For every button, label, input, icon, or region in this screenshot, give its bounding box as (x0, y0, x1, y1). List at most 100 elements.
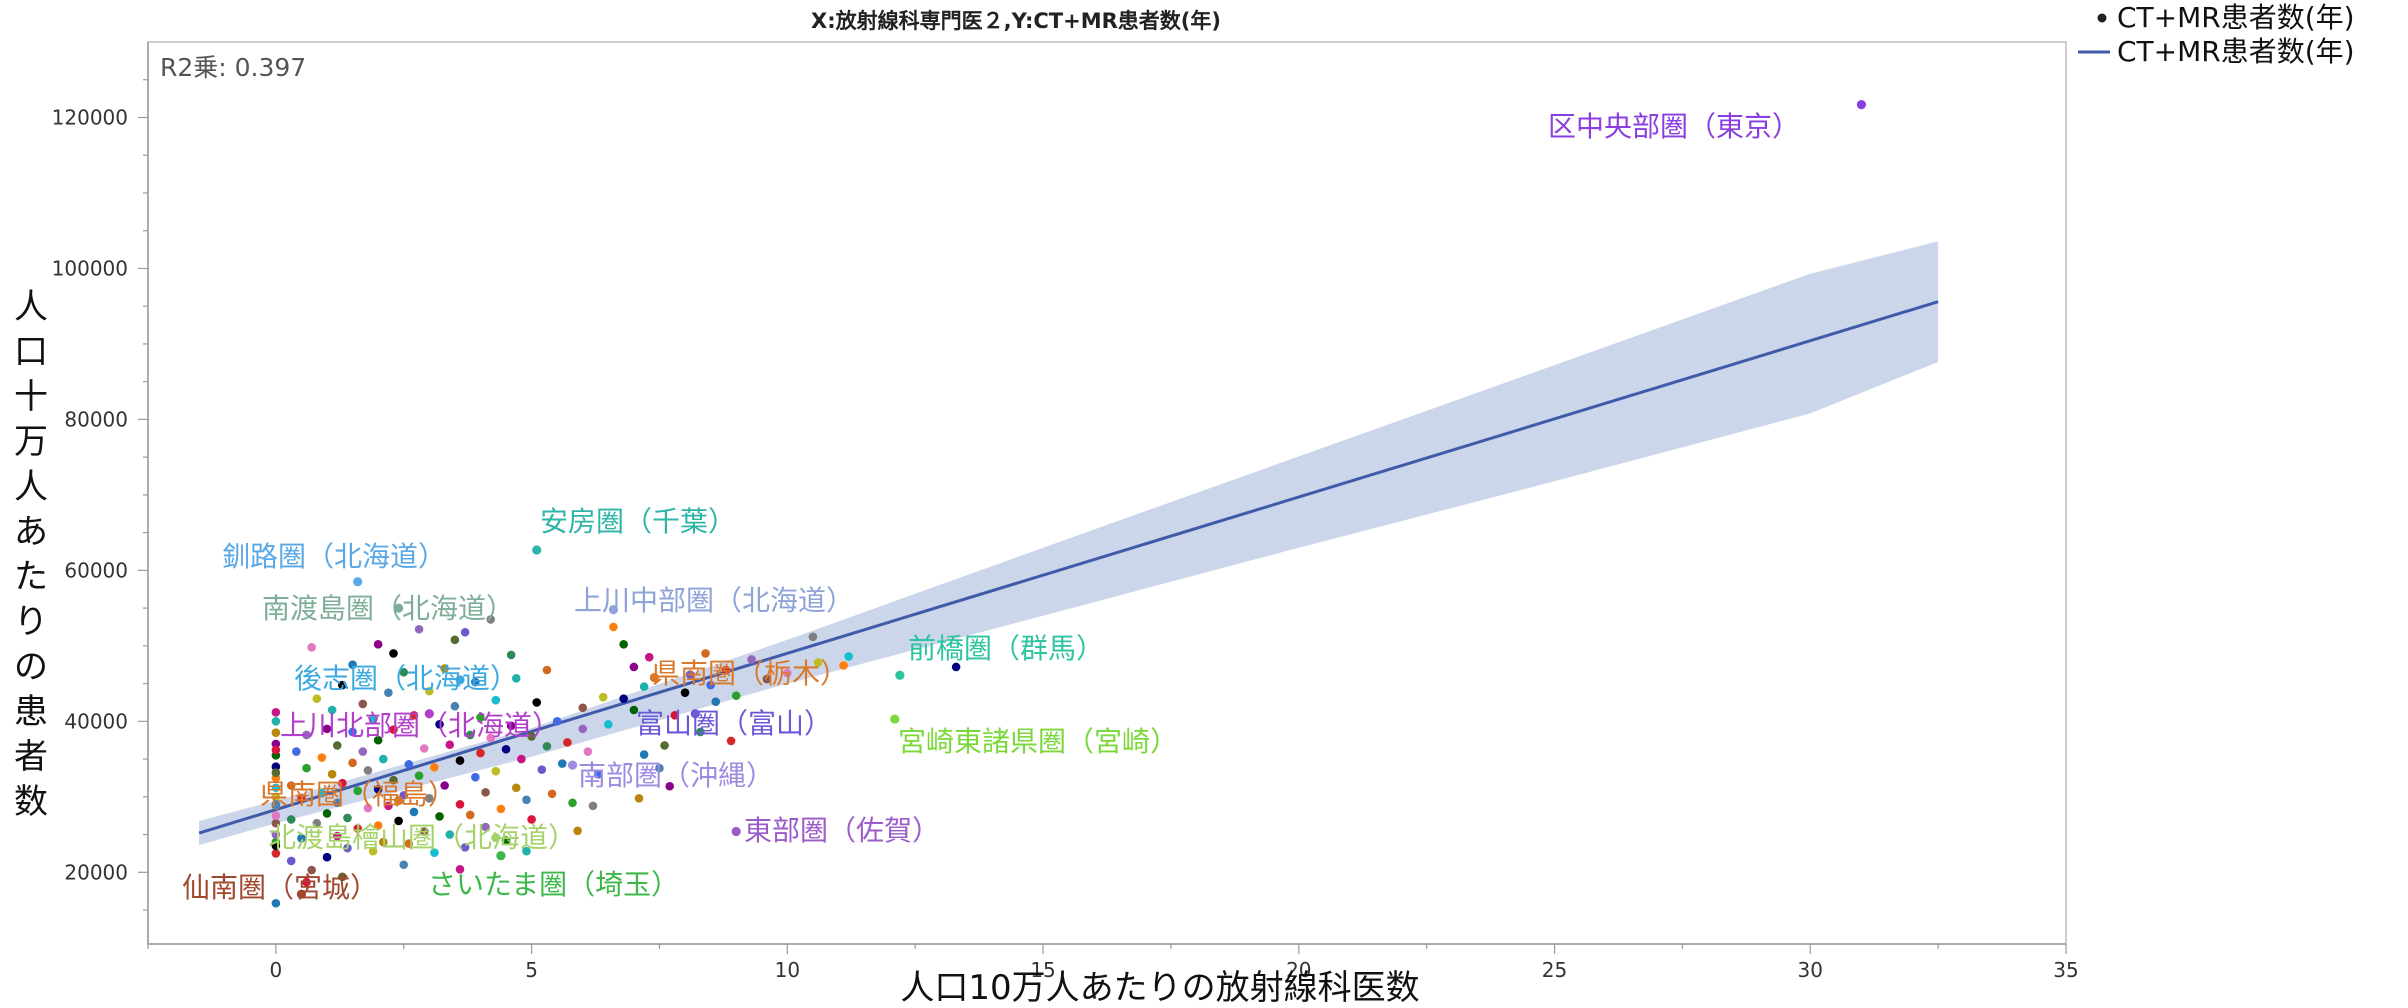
data-point (271, 898, 281, 908)
data-point (271, 818, 281, 828)
data-point (389, 725, 398, 734)
y-axis-label-char: り (14, 602, 48, 642)
data-point (471, 772, 480, 782)
data-point (409, 710, 419, 720)
y-tick-label: 20000 (64, 860, 128, 884)
confidence-band (199, 241, 1939, 846)
y-axis-label-char: 患 (14, 692, 48, 732)
data-point (271, 783, 281, 793)
data-point (542, 665, 552, 675)
data-point (476, 713, 485, 722)
data-point (721, 665, 731, 675)
data-point (762, 674, 772, 684)
data-point (271, 768, 281, 777)
data-point (655, 763, 664, 773)
data-point (271, 739, 281, 749)
annotated-point (394, 795, 404, 806)
y-tick-label: 100000 (52, 256, 128, 280)
data-point (286, 856, 296, 866)
data-point (419, 744, 429, 753)
chart-title: X:放射線科専門医２,Y:CT+MR患者数(年) (811, 9, 1221, 33)
data-point (286, 781, 296, 790)
data-point (363, 803, 373, 813)
data-point (338, 680, 347, 690)
data-point (440, 664, 449, 673)
data-point (271, 728, 281, 737)
data-point (639, 750, 649, 759)
data-point (322, 724, 332, 734)
y-axis-label-char: 人 (14, 287, 48, 327)
x-tick-label: 30 (1798, 958, 1823, 982)
annotated-point (608, 605, 619, 615)
data-point (726, 736, 736, 746)
y-axis-label-char: 人 (14, 467, 48, 507)
annotated-point (455, 675, 465, 685)
data-point (338, 872, 347, 882)
point-labels-layer: 区中央部圏（東京） 安房圏（千葉） 釧路圏（北海道） 南渡島圏（北海道） 上川中部圏（北… (182, 110, 1800, 904)
data-point (542, 741, 552, 751)
data-point (450, 701, 460, 711)
x-tick-label: 10 (775, 958, 800, 982)
data-point (557, 759, 567, 768)
y-tick-label: 40000 (64, 709, 128, 733)
data-point (378, 837, 388, 847)
data-point (307, 643, 316, 652)
data-point (706, 680, 715, 690)
data-point (527, 732, 536, 741)
data-point (297, 834, 306, 843)
data-point (440, 781, 449, 790)
data-point (430, 763, 439, 772)
x-axis: 0 5 10 15 20 25 30 35 (147, 943, 2079, 982)
data-point (604, 720, 613, 729)
data-point (839, 661, 848, 670)
data-point (404, 839, 414, 848)
data-point (358, 747, 368, 756)
data-point (292, 747, 301, 756)
data-point (373, 784, 383, 794)
point-label: さいたま圏（埼玉） (428, 868, 679, 901)
data-point (619, 694, 628, 703)
data-point (271, 811, 281, 820)
data-point (696, 727, 705, 737)
data-point (317, 788, 327, 798)
data-point (363, 766, 373, 775)
data-point (327, 769, 337, 779)
data-point (522, 846, 531, 856)
data-point (419, 827, 429, 836)
annotated-point (296, 889, 307, 899)
data-point (271, 717, 281, 726)
x-tick-label: 20 (1286, 958, 1311, 982)
data-point (414, 771, 424, 780)
data-point (619, 640, 628, 649)
data-point (368, 846, 378, 856)
data-point (348, 660, 357, 670)
point-label: 東部圏（佐賀） (744, 814, 940, 847)
data-point (312, 694, 322, 703)
data-point (476, 748, 485, 758)
data-point (568, 798, 577, 808)
data-point (384, 688, 393, 697)
data-point (639, 682, 649, 691)
data-point (501, 836, 511, 845)
annotated-point (690, 709, 700, 719)
data-point (414, 624, 424, 634)
data-point (302, 730, 311, 740)
data-point (465, 810, 475, 820)
data-point (578, 724, 588, 734)
annotated-point (567, 760, 578, 770)
data-point (455, 800, 465, 809)
data-point (409, 807, 419, 817)
y-tick-label: 80000 (64, 407, 128, 431)
data-point (302, 763, 311, 773)
data-point (322, 852, 332, 862)
data-point (609, 622, 618, 632)
y-axis-label-char: の (14, 647, 48, 687)
data-point (394, 816, 403, 826)
data-point (573, 826, 582, 836)
data-point (389, 775, 398, 785)
point-label: 安房圏（千葉） (540, 505, 736, 538)
data-point (471, 677, 480, 687)
data-point (332, 741, 342, 750)
data-point (307, 865, 316, 875)
annotated-point (491, 832, 501, 843)
